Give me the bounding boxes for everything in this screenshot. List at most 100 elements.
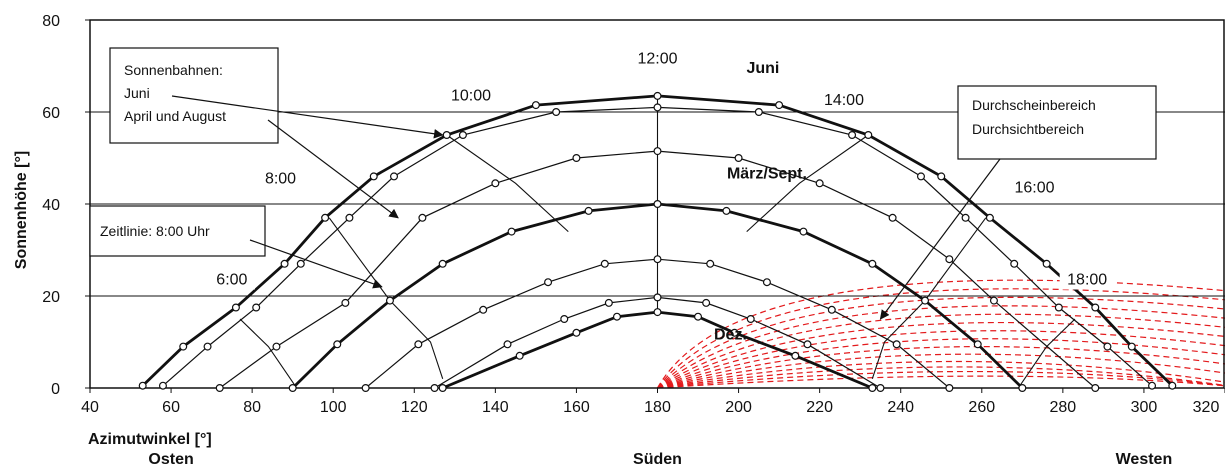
data-point <box>746 315 755 324</box>
data-point <box>361 384 370 393</box>
x-tick-label: 140 <box>482 399 509 416</box>
data-point <box>272 342 281 351</box>
time-label-bg <box>816 90 872 111</box>
data-point <box>1103 342 1112 351</box>
data-point <box>604 298 613 307</box>
data-point <box>868 259 877 268</box>
callout-text: April und August <box>124 108 226 124</box>
time-label-bg <box>443 85 499 106</box>
data-point <box>231 303 240 312</box>
data-point <box>1091 303 1100 312</box>
time-label: 14:00 <box>824 92 864 109</box>
data-point <box>438 259 447 268</box>
time-label: 10:00 <box>451 88 491 105</box>
transmission-line <box>657 370 1225 389</box>
series-label: März/Sept. <box>727 166 807 183</box>
transmission-line <box>657 288 1225 389</box>
transmission-line <box>657 296 1225 389</box>
data-point <box>921 296 930 305</box>
transmission-line <box>657 346 1225 389</box>
data-point <box>985 213 994 222</box>
data-point <box>280 259 289 268</box>
data-point <box>491 179 500 188</box>
data-point <box>560 315 569 324</box>
callout-text: Durchscheinbereich <box>972 97 1096 113</box>
callout-text: Durchsichtbereich <box>972 121 1084 137</box>
x-tick-label: 60 <box>162 399 180 416</box>
data-point <box>572 154 581 163</box>
data-point <box>945 384 954 393</box>
data-point <box>479 305 488 314</box>
data-point <box>369 172 378 181</box>
data-point <box>653 308 662 317</box>
x-tick-label: 200 <box>725 399 752 416</box>
transmission-line <box>657 360 1225 389</box>
data-point <box>572 328 581 337</box>
direction-label: Westen <box>1116 451 1173 468</box>
data-point <box>296 259 305 268</box>
data-point <box>158 381 167 390</box>
data-point <box>515 351 524 360</box>
x-tick-label: 120 <box>401 399 428 416</box>
data-point <box>730 328 739 337</box>
data-point <box>945 255 954 264</box>
data-point <box>600 259 609 268</box>
callout-arrow <box>171 95 444 139</box>
data-point <box>584 206 593 215</box>
data-point <box>876 384 885 393</box>
x-tick-label: 300 <box>1131 399 1158 416</box>
data-point <box>1042 259 1051 268</box>
data-point <box>138 381 147 390</box>
x-tick-label: 320 <box>1193 399 1220 416</box>
time-label-bg <box>1006 177 1062 198</box>
callout-box <box>957 85 1157 160</box>
data-point <box>215 384 224 393</box>
data-point <box>694 312 703 321</box>
data-point <box>868 384 877 393</box>
x-tick-label: 180 <box>644 399 671 416</box>
data-point <box>722 206 731 215</box>
data-point <box>961 213 970 222</box>
callout-box <box>109 47 279 144</box>
data-point <box>706 259 715 268</box>
data-point <box>418 213 427 222</box>
time-label-bg <box>257 168 304 189</box>
transmission-line <box>657 375 1225 389</box>
time-line <box>746 134 869 233</box>
data-point <box>385 296 394 305</box>
direction-label: Osten <box>148 451 193 468</box>
transmission-line <box>657 366 1225 389</box>
x-tick-label: 40 <box>81 399 99 416</box>
time-label: 12:00 <box>637 51 677 68</box>
data-point <box>552 107 561 116</box>
callout-text: Zeitlinie: 8:00 Uhr <box>100 223 210 239</box>
data-point <box>1148 381 1157 390</box>
data-point <box>288 384 297 393</box>
time-label: 6:00 <box>216 272 247 289</box>
x-tick-label: 280 <box>1050 399 1077 416</box>
data-point <box>1091 384 1100 393</box>
data-point <box>458 131 467 140</box>
data-point <box>503 340 512 349</box>
data-point <box>544 278 553 287</box>
direction-label: Süden <box>633 451 682 468</box>
series-label: Dez. <box>714 327 747 344</box>
data-point <box>414 340 423 349</box>
data-point <box>734 154 743 163</box>
callout-arrow <box>249 239 383 289</box>
y-tick-label: 60 <box>42 105 60 122</box>
data-point <box>333 340 342 349</box>
data-point <box>888 213 897 222</box>
data-point <box>762 278 771 287</box>
data-point <box>848 131 857 140</box>
x-tick-label: 260 <box>968 399 995 416</box>
data-point <box>438 384 447 393</box>
data-point <box>973 340 982 349</box>
x-tick-label: 100 <box>320 399 347 416</box>
data-point <box>864 131 873 140</box>
data-point <box>1054 303 1063 312</box>
y-tick-label: 20 <box>42 289 60 306</box>
transmission-line <box>657 321 1225 389</box>
data-point <box>892 340 901 349</box>
